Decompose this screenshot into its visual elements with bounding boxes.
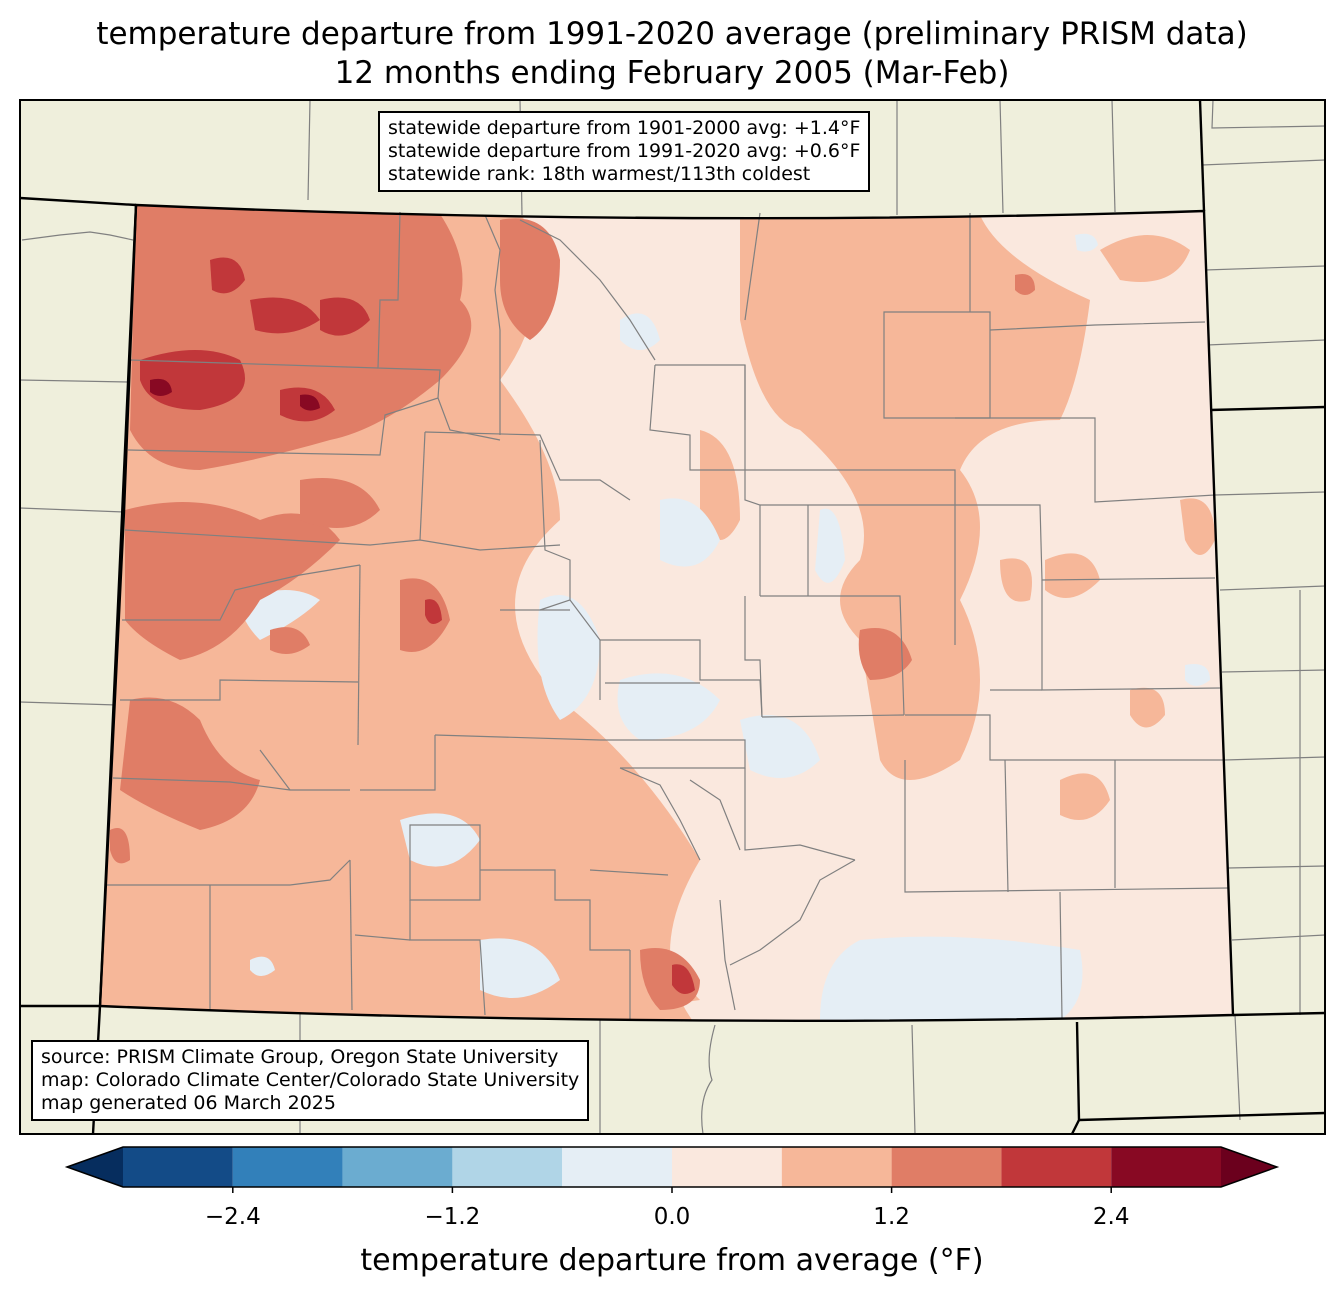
colorbar-outline <box>64 1146 1280 1188</box>
colorbar-tick-label: 2.4 <box>1092 1204 1130 1230</box>
colorbar-tick-label: 0.0 <box>653 1204 691 1230</box>
colorbar-tick-label: −2.4 <box>204 1204 261 1230</box>
colorbar-bin-7 <box>891 1147 1002 1187</box>
source-line: source: PRISM Climate Group, Oregon Stat… <box>41 1046 559 1068</box>
colorbar-over-arrow <box>1221 1147 1277 1187</box>
title-line-2: 12 months ending February 2005 (Mar-Feb) <box>334 55 1010 91</box>
colorbar-bin-1 <box>232 1147 343 1187</box>
colorbar-bin-9 <box>1111 1147 1221 1187</box>
colorado-border <box>98 203 1235 1022</box>
neighbor-county-lines <box>20 100 1325 1134</box>
stats-line-1991-2020: statewide departure from 1991-2020 avg: … <box>388 140 861 162</box>
colorbar-bin-8 <box>1001 1147 1112 1187</box>
colorado-temperature-field <box>100 205 1233 1021</box>
colorbar-bin-2 <box>342 1147 453 1187</box>
stats-box: statewide departure from 1901-2000 avg: … <box>378 111 871 192</box>
stats-line-1901-2000: statewide departure from 1901-2000 avg: … <box>388 117 861 139</box>
map-credit-line: map: Colorado Climate Center/Colorado St… <box>41 1069 580 1091</box>
colorbar-tick-label: −1.2 <box>424 1204 481 1230</box>
colorbar <box>64 1146 1280 1193</box>
generated-date-line: map generated 06 March 2025 <box>41 1092 336 1114</box>
colorado-county-lines <box>105 211 1229 1020</box>
colorbar-bin-6 <box>781 1147 892 1187</box>
colorbar-bin-3 <box>452 1147 563 1187</box>
colorbar-tick-label: 1.2 <box>873 1204 910 1230</box>
title-line-1: temperature departure from 1991-2020 ave… <box>96 16 1248 52</box>
colorbar-label: temperature departure from average (°F) <box>360 1243 984 1278</box>
colorbar-under-arrow <box>67 1147 123 1187</box>
colorbar-bin-4 <box>562 1147 672 1187</box>
map-frame <box>19 99 1326 1135</box>
colorbar-bin-5 <box>672 1147 782 1187</box>
stats-line-rank: statewide rank: 18th warmest/113th colde… <box>388 163 811 185</box>
source-box: source: PRISM Climate Group, Oregon Stat… <box>31 1040 590 1121</box>
colorbar-bin-0 <box>123 1147 233 1187</box>
